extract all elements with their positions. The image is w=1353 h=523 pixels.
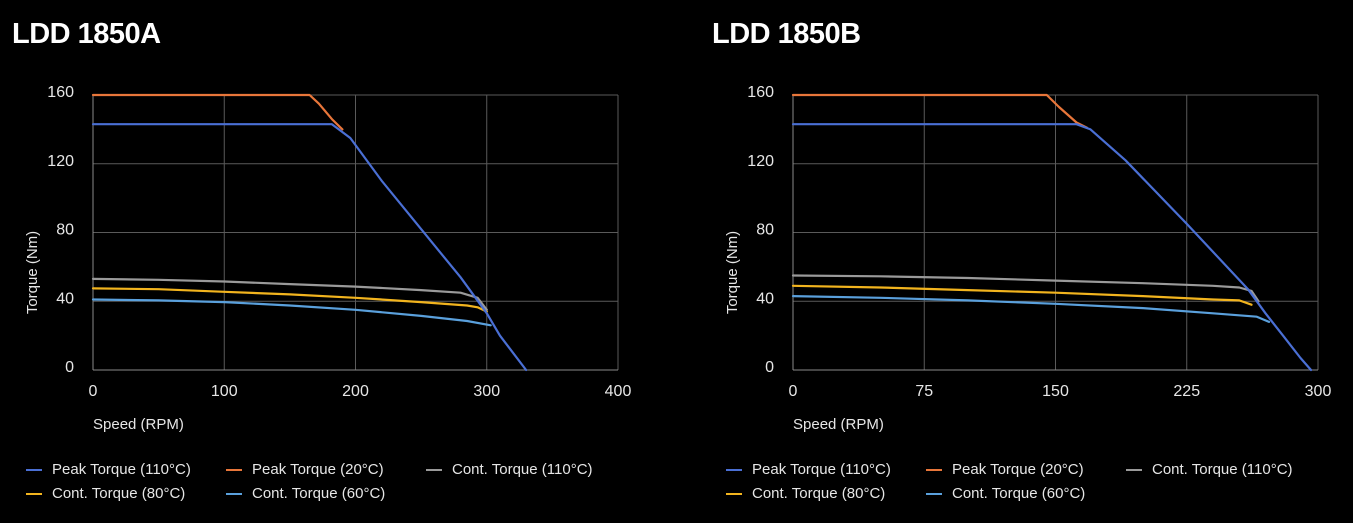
y-tick-label: 40 [756, 290, 774, 307]
chart-panel-b: LDD 1850B 0 75 150 225 300 0 40 80 120 160 Torque … [700, 0, 1353, 523]
legend-label: Cont. Torque (80°C) [752, 485, 886, 502]
legend-swatch [226, 492, 242, 495]
x-axis-label: Speed (RPM) [93, 416, 184, 433]
legend-label: Cont. Torque (60°C) [252, 485, 386, 502]
x-tick-label: 200 [342, 383, 369, 400]
legend-label: Peak Torque (110°C) [52, 461, 191, 478]
legend-item: Cont. Torque (80°C) [726, 485, 885, 502]
legend-item: Cont. Torque (80°C) [26, 485, 185, 502]
legend-item: Peak Torque (20°C) [926, 461, 1084, 478]
legend-item: Peak Torque (110°C) [726, 461, 891, 478]
x-tick-label: 75 [915, 383, 933, 400]
legend-label: Peak Torque (110°C) [752, 461, 891, 478]
x-tick-label: 150 [1042, 383, 1069, 400]
x-tick-label: 225 [1173, 383, 1200, 400]
legend-swatch [926, 492, 942, 495]
legend-swatch [26, 468, 42, 471]
legend-label: Peak Torque (20°C) [952, 461, 1084, 478]
legend-swatch [926, 468, 942, 471]
x-axis-label: Speed (RPM) [793, 416, 884, 433]
y-tick-label: 0 [65, 359, 74, 376]
series-line-cont-torque-110-c [91, 277, 488, 311]
series-line-cont-torque-80-c [791, 284, 1253, 306]
legend-swatch [26, 492, 42, 495]
y-tick-label: 120 [47, 153, 74, 170]
legend-label: Cont. Torque (60°C) [952, 485, 1086, 502]
legend-label: Cont. Torque (80°C) [52, 485, 186, 502]
y-axis-label: Torque (Nm) [24, 231, 41, 314]
chart-svg: 0 100 200 300 400 0 40 80 120 160 Torque (Nm) [24, 84, 632, 400]
series-line-peak-torque-20-c [91, 93, 344, 131]
series-line-cont-torque-80-c [91, 287, 488, 313]
chart-svg: 0 75 150 225 300 0 40 80 120 160 Torque (Nm) [724, 84, 1332, 400]
y-tick-label: 120 [747, 153, 774, 170]
chart-title: LDD 1850A [12, 18, 161, 50]
legend-item: Cont. Torque (60°C) [926, 485, 1085, 502]
x-tick-label: 100 [211, 383, 238, 400]
x-tick-label: 0 [89, 383, 98, 400]
x-tick-label: 0 [789, 383, 798, 400]
series-line-peak-torque-110-c [791, 123, 1313, 372]
legend-label: Peak Torque (20°C) [252, 461, 384, 478]
y-tick-label: 0 [765, 359, 774, 376]
legend-swatch [226, 468, 242, 471]
y-tick-label: 160 [47, 84, 74, 101]
legend-swatch [726, 492, 742, 495]
y-tick-label: 80 [756, 222, 774, 239]
y-tick-label: 40 [56, 290, 74, 307]
x-tick-label: 300 [1305, 383, 1332, 400]
x-tick-label: 300 [473, 383, 500, 400]
x-tick-label: 400 [605, 383, 632, 400]
chart-panel-a: LDD 1850A 0 100 200 300 400 0 40 80 120 160 Torque… [0, 0, 676, 523]
series-line-peak-torque-110-c [91, 123, 528, 372]
y-axis-label: Torque (Nm) [724, 231, 741, 314]
legend-item: Cont. Torque (60°C) [226, 485, 385, 502]
chart-title: LDD 1850B [712, 18, 861, 50]
y-tick-label: 80 [56, 222, 74, 239]
y-tick-label: 160 [747, 84, 774, 101]
series-line-peak-torque-20-c [791, 93, 1089, 129]
legend-swatch [426, 468, 442, 471]
legend-swatch [1126, 468, 1142, 471]
series-line-cont-torque-60-c [91, 298, 492, 327]
legend-swatch [726, 468, 742, 471]
series-line-cont-torque-60-c [791, 295, 1271, 323]
legend-item: Cont. Torque (110°C) [426, 461, 593, 478]
legend-item: Peak Torque (110°C) [26, 461, 191, 478]
legend-item: Cont. Torque (110°C) [1126, 461, 1293, 478]
legend-label: Cont. Torque (110°C) [452, 461, 593, 478]
legend-label: Cont. Torque (110°C) [1152, 461, 1293, 478]
legend-item: Peak Torque (20°C) [226, 461, 384, 478]
